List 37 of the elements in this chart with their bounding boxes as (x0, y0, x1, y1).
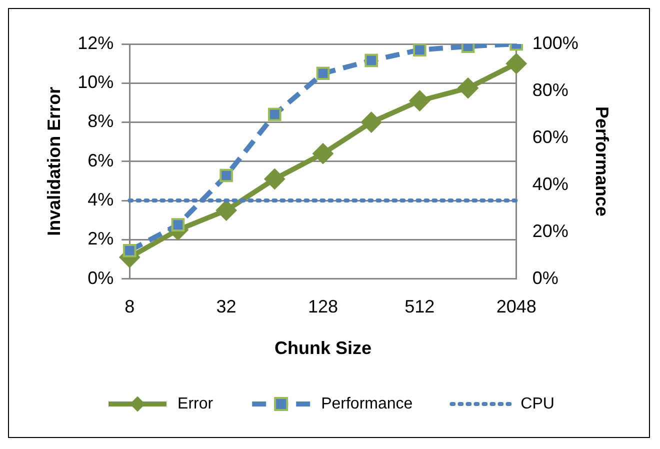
point (413, 44, 426, 57)
y-axis-title: Invalidation Error (44, 86, 64, 236)
legend-label: CPU (520, 395, 554, 412)
y-tick-label: 0% (88, 268, 114, 288)
y2-axis-title: Performance (592, 106, 612, 216)
y-tick-label: 10% (78, 72, 114, 92)
legend-label: Error (178, 395, 214, 412)
x-tick-label: 2048 (496, 296, 536, 317)
point (268, 108, 282, 122)
point (364, 54, 378, 68)
point (409, 90, 430, 112)
y2-tick-label: 100% (532, 32, 578, 53)
point (122, 244, 136, 258)
x-tick-label: 8 (124, 296, 135, 317)
point (171, 218, 185, 232)
point (264, 168, 286, 190)
point (312, 143, 334, 164)
y2-tick-label: 40% (532, 174, 568, 194)
legend-label: Performance (321, 395, 413, 412)
x-axis-title: Chunk Size (274, 338, 372, 358)
y-tick-label: 8% (88, 111, 114, 132)
x-tick-label: 512 (404, 296, 435, 317)
y2-tick-label: 60% (532, 126, 568, 147)
point (506, 53, 527, 74)
point (360, 112, 382, 133)
x-tick-label: 128 (308, 296, 338, 317)
point (220, 168, 233, 182)
y-tick-label: 2% (88, 228, 114, 249)
point (316, 66, 330, 80)
y-tick-label: 4% (88, 190, 114, 210)
y2-tick-label: 80% (532, 80, 568, 100)
y2-tick-label: 20% (532, 220, 568, 241)
y-tick-label: 6% (88, 150, 114, 170)
point (458, 78, 479, 99)
y-tick-label: 12% (78, 32, 114, 53)
x-tick-label: 32 (216, 296, 236, 317)
y2-tick-label: 0% (532, 268, 558, 288)
